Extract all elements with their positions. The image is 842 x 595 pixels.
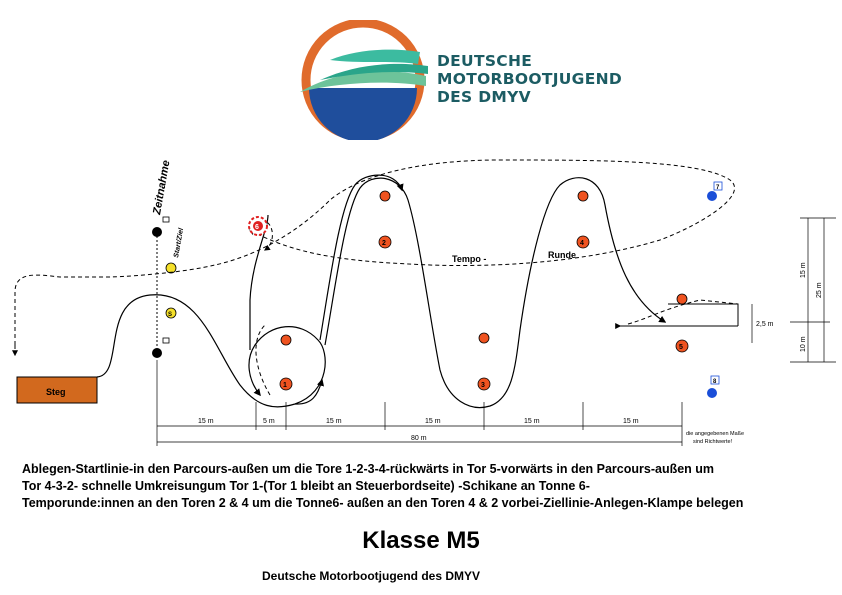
vertical-dimension-lines <box>751 217 836 363</box>
buoy-6: 6 <box>248 216 268 236</box>
dimension-lines <box>156 360 683 446</box>
reverse-lane-line <box>668 303 739 326</box>
note-line-1: die angegebenen Maße <box>686 431 744 437</box>
svg-text:5: 5 <box>679 344 683 351</box>
flag-icon <box>162 216 170 223</box>
buoy-7: 7 <box>707 181 723 201</box>
course-path-segment <box>324 177 667 408</box>
logo-wave-lower <box>300 71 426 92</box>
gate-3-buoy <box>478 332 490 344</box>
zeitnahme-label: Zeitnahme <box>151 159 173 216</box>
dim-15m: 15 m <box>326 418 342 425</box>
tempo-round-path <box>255 324 271 396</box>
dim-vert-15m: 15 m <box>800 262 807 278</box>
dim-15m: 15 m <box>198 418 214 425</box>
start-ziel-label: Start/Ziel <box>173 227 185 259</box>
course-path-segment <box>319 174 404 341</box>
svg-text:6: 6 <box>255 224 259 231</box>
dim-vert-10m: 10 m <box>800 336 807 352</box>
svg-text:2: 2 <box>382 240 386 247</box>
org-name-line-3: DES DMYV <box>437 88 531 106</box>
dim-vert-25m: 25 m <box>816 282 823 298</box>
buoy-s-label: S <box>168 312 172 318</box>
description-line-3: Temporunde:innen an den Toren 2 & 4 um d… <box>22 496 744 510</box>
org-name-line-1: DEUTSCHE <box>437 52 533 70</box>
buoy-3: 3 <box>477 377 491 391</box>
course-path-segment <box>294 378 324 405</box>
dim-total: 80 m <box>411 435 427 442</box>
course-diagram: Steg S Zeitnahme Start/Ziel Tempo - Rund… <box>12 159 836 446</box>
tempo-label: Tempo - <box>452 254 486 264</box>
class-title: Klasse M5 <box>362 527 480 554</box>
buoy-8: 8 <box>707 375 720 398</box>
dim-5m: 5 m <box>263 418 275 425</box>
logo-wave-upper <box>330 49 420 64</box>
buoy-s <box>165 307 177 319</box>
gate-5-buoy <box>676 293 688 305</box>
tempo-round-path <box>627 299 739 325</box>
description-line-2: Tor 4-3-2- schnelle Umkreisungum Tor 1-(… <box>22 479 590 493</box>
description-line-1: Ablegen-Startlinie-in den Parcours-außen… <box>22 462 715 476</box>
gate-1-buoy <box>280 334 292 346</box>
dim-2-5m: 2,5 m <box>756 321 774 328</box>
buoy-4: 4 <box>576 235 590 249</box>
svg-text:7: 7 <box>716 185 720 191</box>
course-path-segment <box>96 294 326 408</box>
dim-15m: 15 m <box>425 418 441 425</box>
buoy-5: 5 <box>675 339 689 353</box>
runde-label: Runde <box>548 250 576 260</box>
logo-water <box>309 88 417 140</box>
start-marker-bottom <box>152 348 162 358</box>
start-marker-top <box>152 227 162 237</box>
buoy-2: 2 <box>378 235 392 249</box>
svg-text:1: 1 <box>283 382 287 389</box>
steg-label: Steg <box>46 387 66 397</box>
gate-4-buoy <box>577 190 589 202</box>
svg-text:3: 3 <box>481 382 485 389</box>
logo-wave-mid <box>320 63 428 80</box>
org-name-line-2: MOTORBOOTJUGEND <box>437 70 623 88</box>
steg-dock <box>16 376 98 404</box>
buoy-1: 1 <box>279 377 293 391</box>
dim-15m: 15 m <box>524 418 540 425</box>
gate-2-buoy <box>379 190 391 202</box>
svg-text:8: 8 <box>713 379 717 385</box>
note-line-2: sind Richtwerte! <box>693 439 733 445</box>
dim-15m: 15 m <box>623 418 639 425</box>
svg-text:4: 4 <box>580 240 584 247</box>
tempo-round-path <box>14 159 736 345</box>
yellow-buoy <box>165 262 177 274</box>
dmyv-logo <box>300 20 428 140</box>
course-path-segment <box>249 214 269 350</box>
flag-icon <box>162 337 170 344</box>
footer-organization: Deutsche Motorbootjugend des DMYV <box>262 569 481 583</box>
